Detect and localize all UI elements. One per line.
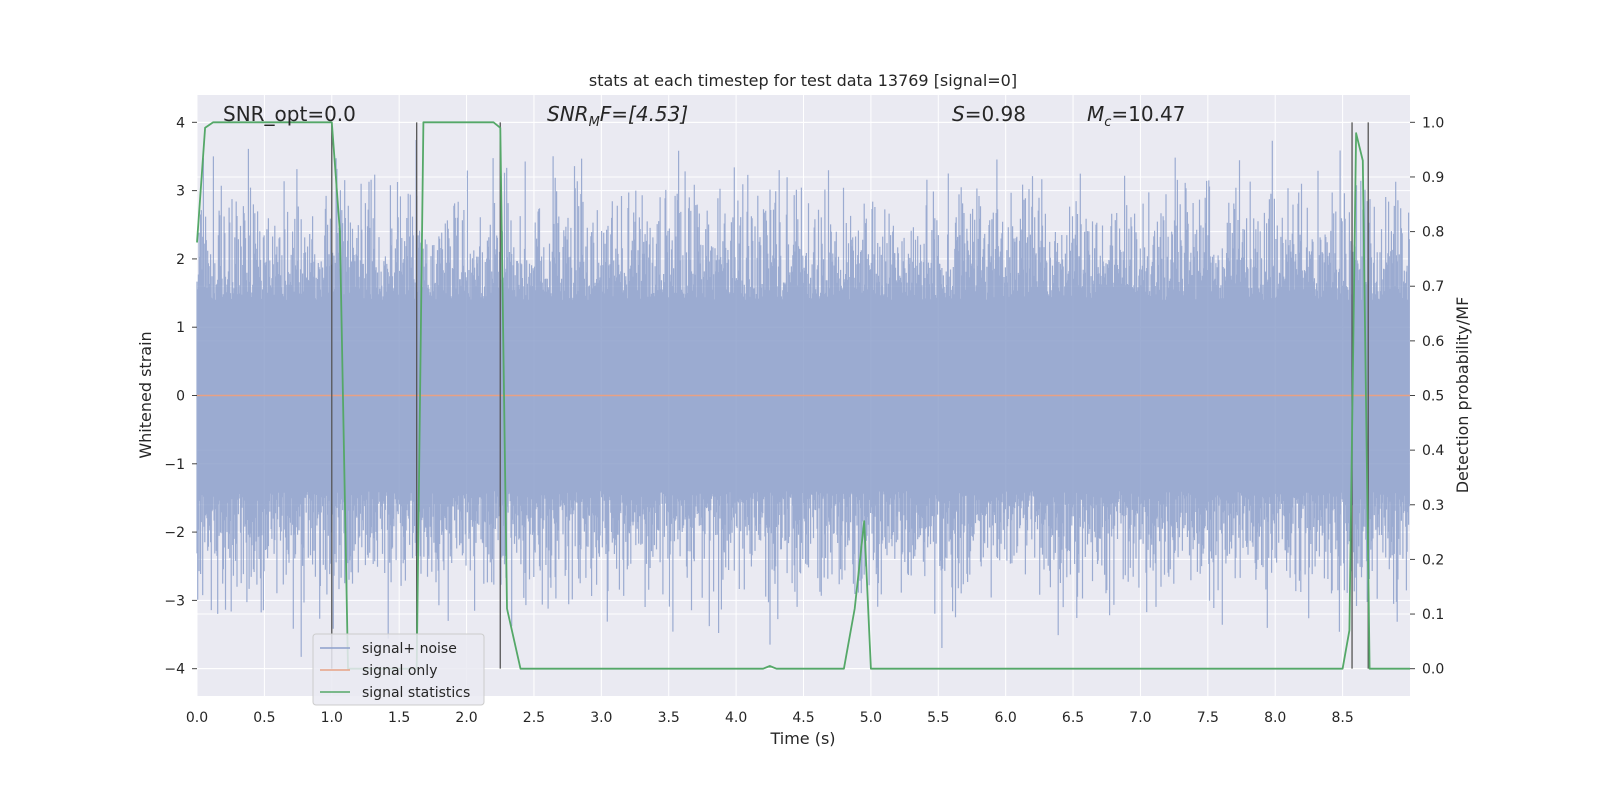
x-tick-label: 8.0 — [1264, 710, 1286, 726]
y-tick-label: −1 — [164, 457, 185, 473]
legend-box — [312, 633, 485, 706]
y2-tick-label: 0.4 — [1422, 443, 1444, 459]
x-tick-label: 5.0 — [860, 710, 882, 726]
y2-tick-label: 0.5 — [1422, 389, 1444, 405]
y2-tick-label: 0.0 — [1422, 662, 1444, 678]
y-tick-label: 2 — [176, 252, 185, 268]
s-stat-value: =0.98 — [965, 102, 1026, 126]
signal-noise-path — [196, 140, 1410, 657]
marker-vlines — [331, 122, 1369, 669]
y2-tick-label: 0.9 — [1422, 170, 1444, 186]
y2-axis-ticks: 1.0 0.9 0.8 0.7 0.6 0.5 0.4 0.3 0.2 0.1 0.0 — [1410, 115, 1444, 678]
x-tick-label: 1.5 — [388, 710, 410, 726]
x-tick-label: 4.0 — [725, 710, 747, 726]
y2-tick-label: 0.7 — [1422, 279, 1444, 295]
y-tick-label: 4 — [176, 115, 185, 131]
x-tick-label: 7.0 — [1129, 710, 1151, 726]
x-tick-label: 2.0 — [455, 710, 477, 726]
y2-tick-label: 0.8 — [1422, 225, 1444, 241]
legend-label-signal-statistics: signal statistics — [362, 685, 470, 701]
snr-mf-annotation: SNRMF=[4.53] — [547, 102, 688, 130]
x-tick-label: 2.5 — [523, 710, 545, 726]
x-axis-label: Time (s) — [769, 729, 835, 748]
snr-opt-annotation: SNR_opt=0.0 — [223, 102, 356, 126]
x-tick-label: 0.0 — [186, 710, 208, 726]
x-tick-label: 5.5 — [927, 710, 949, 726]
snr-mf-rest: F=[4.53] — [600, 102, 688, 126]
x-tick-label: 3.0 — [590, 710, 612, 726]
snr-mf-base: SNR — [547, 102, 589, 126]
y2-axis-label: Detection probability/MF — [1453, 297, 1472, 494]
legend: signal+ noise signal only signal statist… — [312, 633, 485, 706]
mc-symbol: M — [1087, 102, 1104, 126]
y-tick-label: −4 — [164, 662, 185, 678]
x-tick-label: 0.5 — [253, 710, 275, 726]
y-tick-label: −3 — [164, 593, 185, 609]
signal-noise-series — [196, 140, 1410, 657]
y2-tick-label: 1.0 — [1422, 115, 1444, 131]
mc-subscript: c — [1104, 115, 1111, 130]
y2-tick-label: 0.1 — [1422, 607, 1444, 623]
chart-title: stats at each timestep for test data 137… — [589, 71, 1017, 90]
mc-annotation: Mc=10.47 — [1087, 102, 1185, 130]
x-tick-label: 8.5 — [1331, 710, 1353, 726]
y-tick-label: 0 — [176, 389, 185, 405]
y-axis-ticks: 4 3 2 1 0 −1 −2 −3 −4 — [164, 115, 197, 678]
y-tick-label: 3 — [176, 184, 185, 200]
signal-statistics-series — [196, 121, 1410, 670]
x-axis-ticks: 0.0 0.5 1.0 1.5 2.0 2.5 3.0 3.5 4.0 4.5 5.0 5.5 6.0 6… — [186, 710, 1354, 726]
x-tick-label: 4.5 — [792, 710, 814, 726]
s-stat-annotation: S=0.98 — [952, 102, 1026, 126]
y-tick-label: −2 — [164, 525, 185, 541]
y-axis-label: Whitened strain — [136, 331, 155, 458]
x-tick-label: 6.0 — [995, 710, 1017, 726]
x-tick-label: 6.5 — [1062, 710, 1084, 726]
s-stat-symbol: S — [952, 102, 965, 126]
y2-tick-label: 0.6 — [1422, 334, 1444, 350]
y2-tick-label: 0.3 — [1422, 498, 1444, 514]
x-tick-label: 1.0 — [321, 710, 343, 726]
y2-tick-label: 0.2 — [1422, 552, 1444, 568]
signal-statistics-line — [196, 121, 1410, 670]
legend-label-signal-noise: signal+ noise — [362, 641, 457, 657]
snr-mf-sub: M — [589, 115, 600, 130]
x-tick-label: 7.5 — [1197, 710, 1219, 726]
y-tick-label: 1 — [176, 320, 185, 336]
legend-label-signal-only: signal only — [362, 663, 437, 679]
x-tick-label: 3.5 — [658, 710, 680, 726]
mc-value: =10.47 — [1111, 102, 1185, 126]
